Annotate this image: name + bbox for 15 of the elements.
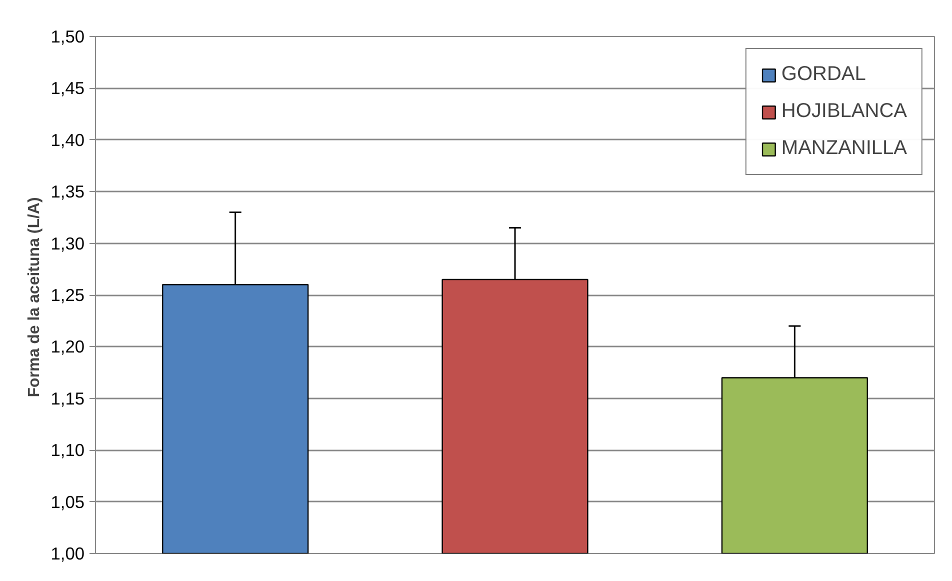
- y-tick-label: 1,30: [50, 233, 85, 254]
- y-tick-label: 1,45: [50, 78, 85, 98]
- legend-label: HOJIBLANCA: [781, 100, 907, 123]
- y-tick-label: 1,05: [50, 492, 85, 512]
- y-tick-label: 1,15: [50, 388, 85, 408]
- y-tick-label: 1,10: [50, 440, 85, 460]
- y-tick-label: 1,35: [50, 182, 85, 202]
- legend-label: GORDAL: [781, 63, 866, 86]
- legend-label: MANZANILLA: [781, 137, 907, 160]
- y-tick-label: 1,00: [50, 544, 85, 564]
- y-tick-label: 1,25: [50, 285, 85, 305]
- y-tick-label: 1,40: [50, 130, 85, 150]
- y-tick-label: 1,50: [50, 26, 85, 46]
- y-axis-title: Forma de la aceituna (L/A): [26, 197, 43, 398]
- y-tick-label: 1,20: [50, 336, 85, 357]
